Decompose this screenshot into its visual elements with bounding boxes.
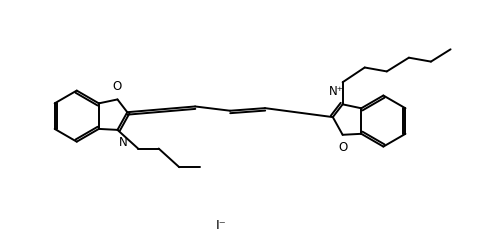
Text: O: O: [113, 80, 122, 93]
Text: I⁻: I⁻: [216, 219, 227, 232]
Text: N: N: [119, 136, 128, 149]
Text: O: O: [338, 141, 347, 154]
Text: N⁺: N⁺: [329, 85, 344, 99]
